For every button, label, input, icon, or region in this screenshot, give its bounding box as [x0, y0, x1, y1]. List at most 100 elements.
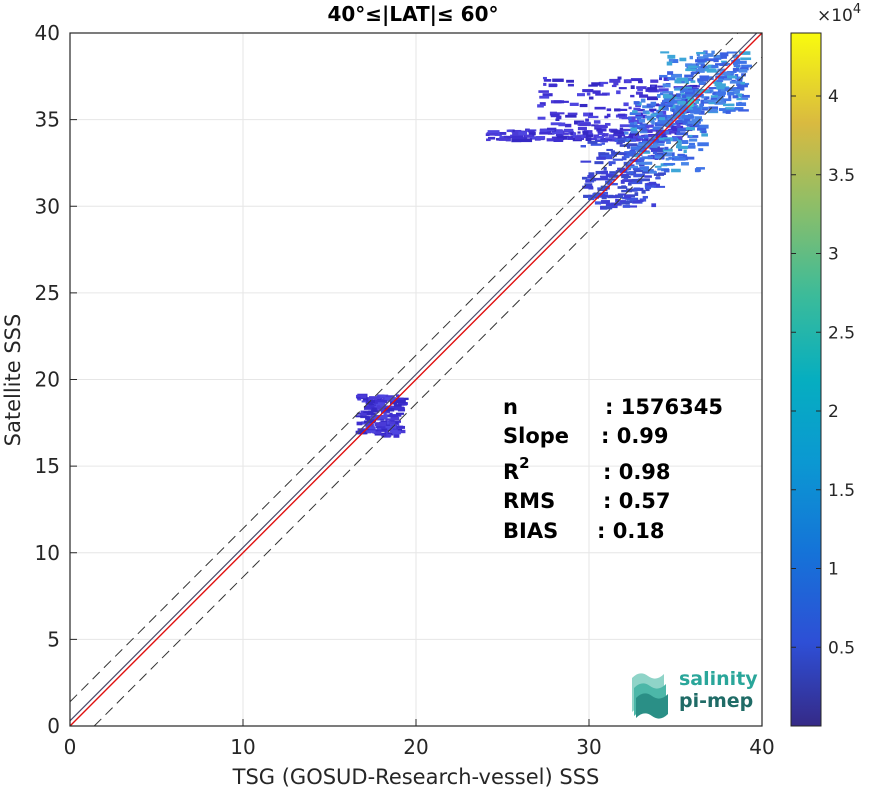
density-cell — [543, 82, 547, 86]
density-cell — [629, 122, 635, 126]
density-cell — [618, 131, 627, 135]
stat-row-slope: Slope : 0.99 — [503, 424, 669, 448]
density-cell — [601, 142, 605, 145]
density-cell — [365, 416, 377, 419]
density-cell — [361, 400, 367, 403]
density-cell — [373, 400, 378, 404]
density-cell — [705, 96, 710, 100]
density-cell — [518, 131, 528, 136]
density-cell — [626, 138, 631, 143]
density-cell — [696, 167, 705, 170]
density-cell — [376, 404, 386, 408]
density-cell — [632, 167, 643, 171]
density-cell — [364, 405, 375, 410]
density-cell — [682, 156, 695, 160]
density-cell — [387, 427, 393, 431]
density-cell — [615, 198, 620, 203]
density-cell — [686, 63, 696, 68]
density-cell — [591, 124, 599, 127]
density-cell — [585, 137, 592, 142]
density-cell — [597, 130, 603, 134]
density-cell — [637, 87, 643, 91]
density-cell — [688, 142, 695, 146]
density-cell — [630, 146, 643, 150]
density-cell — [360, 413, 367, 416]
density-cell — [671, 168, 681, 173]
density-cell — [661, 102, 666, 107]
salinity-pi-mep-logo: salinity pi-mep — [632, 668, 758, 719]
density-cell — [503, 135, 516, 139]
density-cell — [565, 114, 577, 118]
density-cell — [586, 134, 593, 138]
density-cell — [609, 134, 615, 139]
density-cell — [715, 63, 727, 66]
density-cell — [567, 83, 574, 87]
density-cell — [701, 96, 707, 99]
density-cell — [511, 138, 522, 143]
density-cell — [627, 182, 632, 186]
density-cell — [663, 104, 673, 108]
density-cell — [381, 425, 393, 429]
density-cell-peak — [687, 98, 694, 107]
density-cell — [714, 93, 726, 97]
density-cell — [683, 100, 689, 105]
density-cell — [736, 86, 745, 91]
density-cell — [551, 130, 564, 135]
density-cell — [512, 132, 524, 136]
density-cell — [644, 134, 649, 139]
density-cell — [377, 405, 381, 408]
density-cell — [724, 78, 732, 81]
lower-bound-line — [93, 56, 763, 727]
density-cell — [708, 68, 717, 71]
density-cell — [735, 66, 740, 70]
density-cell — [625, 200, 630, 205]
density-cell — [626, 153, 634, 157]
density-cell — [538, 90, 549, 93]
density-cell — [617, 135, 622, 139]
density-cell — [616, 142, 623, 145]
density-cell — [609, 171, 618, 175]
density-cell — [511, 135, 524, 140]
density-cell — [641, 156, 654, 159]
density-cell — [737, 84, 748, 88]
density-cell — [669, 59, 679, 64]
density-cell — [648, 181, 657, 185]
density-cell — [685, 80, 690, 85]
density-cell — [697, 106, 709, 109]
colorbar-scale-label: ×104 — [817, 2, 861, 26]
density-cell — [718, 76, 731, 79]
density-cell — [562, 100, 569, 103]
density-cell — [733, 65, 741, 68]
density-cell — [553, 100, 565, 104]
density-cell — [676, 119, 683, 124]
density-cell — [597, 132, 605, 136]
density-cell — [539, 129, 547, 132]
reference-lines — [69, 32, 763, 727]
density-cell — [633, 107, 641, 111]
density-cell — [628, 124, 638, 128]
density-cell — [664, 103, 674, 106]
density-cell — [710, 95, 718, 98]
density-cell — [632, 200, 641, 204]
density-cell — [650, 144, 658, 148]
density-cell — [593, 120, 601, 124]
density-cell — [590, 137, 598, 141]
density-cell — [634, 192, 639, 196]
density-cell — [713, 58, 719, 63]
x-tick-label: 0 — [64, 735, 77, 759]
x-tick-label: 10 — [230, 735, 255, 759]
density-cell — [696, 128, 707, 131]
stat-value: : 0.18 — [597, 519, 665, 543]
density-cell — [393, 434, 400, 438]
density-cell — [564, 123, 572, 128]
density-cell — [374, 422, 385, 427]
density-cell — [630, 127, 638, 132]
density-cell — [636, 199, 644, 203]
density-cell — [668, 58, 674, 63]
density-cell — [381, 433, 388, 437]
density-cell — [596, 156, 606, 160]
density-cell — [377, 399, 387, 403]
density-cell — [630, 78, 643, 82]
density-cell — [667, 71, 674, 75]
density-cell — [585, 179, 592, 183]
